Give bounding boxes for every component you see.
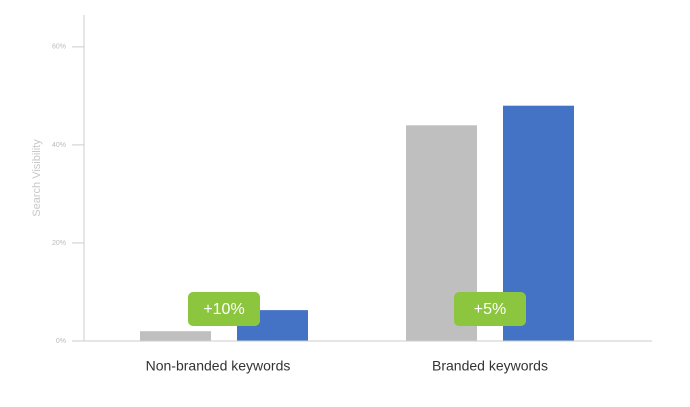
x-tick-label: Non-branded keywords: [146, 358, 291, 374]
y-axis-label: Search Visibility: [31, 139, 43, 217]
annotation: +10%: [203, 301, 244, 318]
x-tick-label: Branded keywords: [432, 358, 548, 374]
annotation: +5%: [474, 301, 506, 318]
bar: [140, 331, 211, 341]
y-tick-label: 40%: [52, 142, 66, 149]
y-tick-label: 60%: [52, 44, 66, 51]
annotation-badge: [188, 292, 260, 326]
annotation-badge: [454, 292, 526, 326]
y-tick-label: 20%: [52, 240, 66, 247]
y-tick-label: 0%: [56, 338, 66, 345]
